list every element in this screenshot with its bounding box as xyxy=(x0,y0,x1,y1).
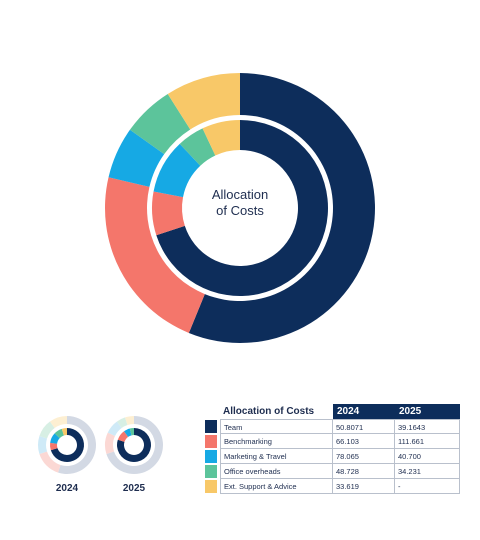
value-2025: 39.1643 xyxy=(395,419,460,434)
table-row: Office overheads 48.728 34.231 xyxy=(205,464,460,479)
category-name: Marketing & Travel xyxy=(220,449,333,464)
outer-ring-slice-3 xyxy=(129,93,191,155)
value-2024: 78.065 xyxy=(333,449,395,464)
legend-swatch xyxy=(205,420,217,433)
header-2025: 2025 xyxy=(395,404,460,419)
value-2025: 34.231 xyxy=(395,464,460,479)
mini2024-outer-slice-4 xyxy=(49,416,67,429)
mini2024-outer-slice-0 xyxy=(58,416,96,474)
mini2025-inner-slice-2 xyxy=(124,428,132,437)
category-name: Ext. Support & Advice xyxy=(220,479,333,494)
value-2025: 40.700 xyxy=(395,449,460,464)
center-label-line-0: Allocation xyxy=(212,187,268,202)
table-row: Marketing & Travel 78.065 40.700 xyxy=(205,449,460,464)
mini2024-outer-slice-2 xyxy=(38,436,48,454)
mini2024-inner-slice-1 xyxy=(50,442,58,451)
mini2025-inner-slice-3 xyxy=(129,428,134,436)
legend-swatch xyxy=(205,465,217,478)
mini-donut-2025 xyxy=(105,416,163,474)
legend-swatch xyxy=(205,435,217,448)
inner-ring-slice-4 xyxy=(202,120,240,156)
mini2025-outer-slice-4 xyxy=(125,416,134,426)
value-2024: 33.619 xyxy=(333,479,395,494)
value-2024: 50.8071 xyxy=(333,419,395,434)
inner-ring-slice-3 xyxy=(179,128,216,166)
legend-swatch xyxy=(205,480,217,493)
mini2025-outer-slice-1 xyxy=(105,432,115,454)
allocation-table: Allocation of Costs 2024 2025 Team 50.807… xyxy=(205,404,460,494)
outer-ring-slice-2 xyxy=(108,129,165,187)
mini-donut-2024 xyxy=(38,416,96,474)
table-title: Allocation of Costs xyxy=(223,406,315,417)
table-row: Benchmarking 66.103 111.661 xyxy=(205,434,460,449)
mini2025-inner-slice-0 xyxy=(117,428,151,462)
value-2025: 111.661 xyxy=(395,434,460,449)
category-name: Benchmarking xyxy=(220,434,333,449)
mini2025-outer-slice-2 xyxy=(107,421,122,437)
value-2025: - xyxy=(395,479,460,494)
header-2024: 2024 xyxy=(333,404,395,419)
table-header: Allocation of Costs 2024 2025 xyxy=(205,404,460,419)
mini2024-inner-slice-3 xyxy=(54,428,64,439)
mini2024-inner-slice-4 xyxy=(61,428,67,436)
mini2024-inner-slice-2 xyxy=(50,433,60,444)
inner-ring-slice-1 xyxy=(152,191,185,236)
inner-ring-slice-0 xyxy=(156,120,328,296)
legend-swatch xyxy=(205,450,217,463)
table-body: Team 50.8071 39.1643 Benchmarking 66.103 111.… xyxy=(205,419,460,494)
outer-ring-slice-0 xyxy=(188,73,375,344)
mini2024-outer-slice-1 xyxy=(39,451,61,473)
table-row: Team 50.8071 39.1643 xyxy=(205,419,460,434)
inner-ring-slice-2 xyxy=(153,143,201,198)
center-label-line-1: of Costs xyxy=(216,203,264,218)
mini2024-inner-slice-0 xyxy=(50,428,84,462)
mini-label-2025: 2025 xyxy=(122,483,146,494)
mini-label-2024: 2024 xyxy=(55,483,79,494)
outer-ring-slice-4 xyxy=(167,73,240,130)
value-2024: 66.103 xyxy=(333,434,395,449)
category-name: Team xyxy=(220,419,333,434)
mini2024-outer-slice-3 xyxy=(39,421,55,439)
outer-ring-slice-1 xyxy=(105,177,205,333)
category-name: Office overheads xyxy=(220,464,333,479)
mini2025-inner-slice-1 xyxy=(117,431,129,442)
table-row: Ext. Support & Advice 33.619- xyxy=(205,479,460,494)
value-2024: 48.728 xyxy=(333,464,395,479)
mini2025-outer-slice-3 xyxy=(116,417,128,429)
